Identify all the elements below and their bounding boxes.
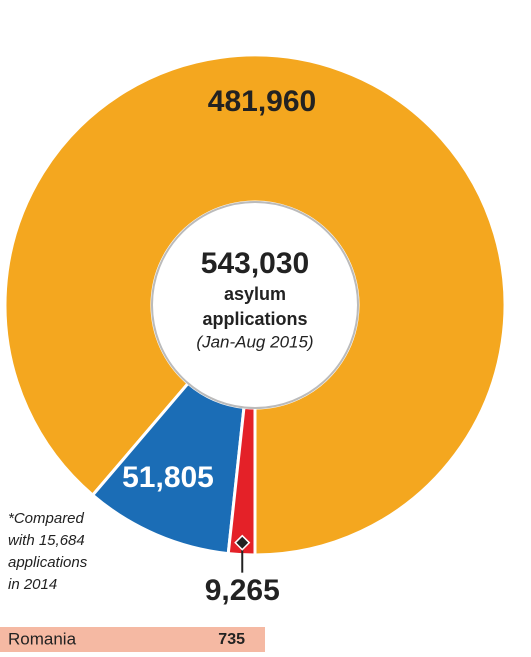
- center-text: 543,030: [201, 247, 309, 280]
- center-text: asylum: [224, 284, 286, 304]
- center-text: applications: [202, 309, 307, 329]
- donut: 481,960 51,805 9,265 543,030 asylum applicati…: [3, 53, 507, 607]
- footnote: with 15,684: [8, 532, 85, 549]
- country: Romania: [8, 629, 77, 648]
- country-value: 735: [218, 631, 245, 648]
- leader-marker: [234, 534, 251, 551]
- value-label: 481,960: [208, 85, 316, 118]
- table-row: [0, 627, 265, 652]
- center-text: (Jan-Aug 2015): [196, 332, 313, 351]
- donut-hole: [151, 201, 359, 409]
- footnote: *Compared: [8, 510, 85, 527]
- value-label: 9,265: [205, 574, 280, 607]
- value-label: 51,805: [122, 461, 214, 494]
- footnote: applications: [8, 554, 88, 571]
- footnote: in 2014: [8, 576, 57, 593]
